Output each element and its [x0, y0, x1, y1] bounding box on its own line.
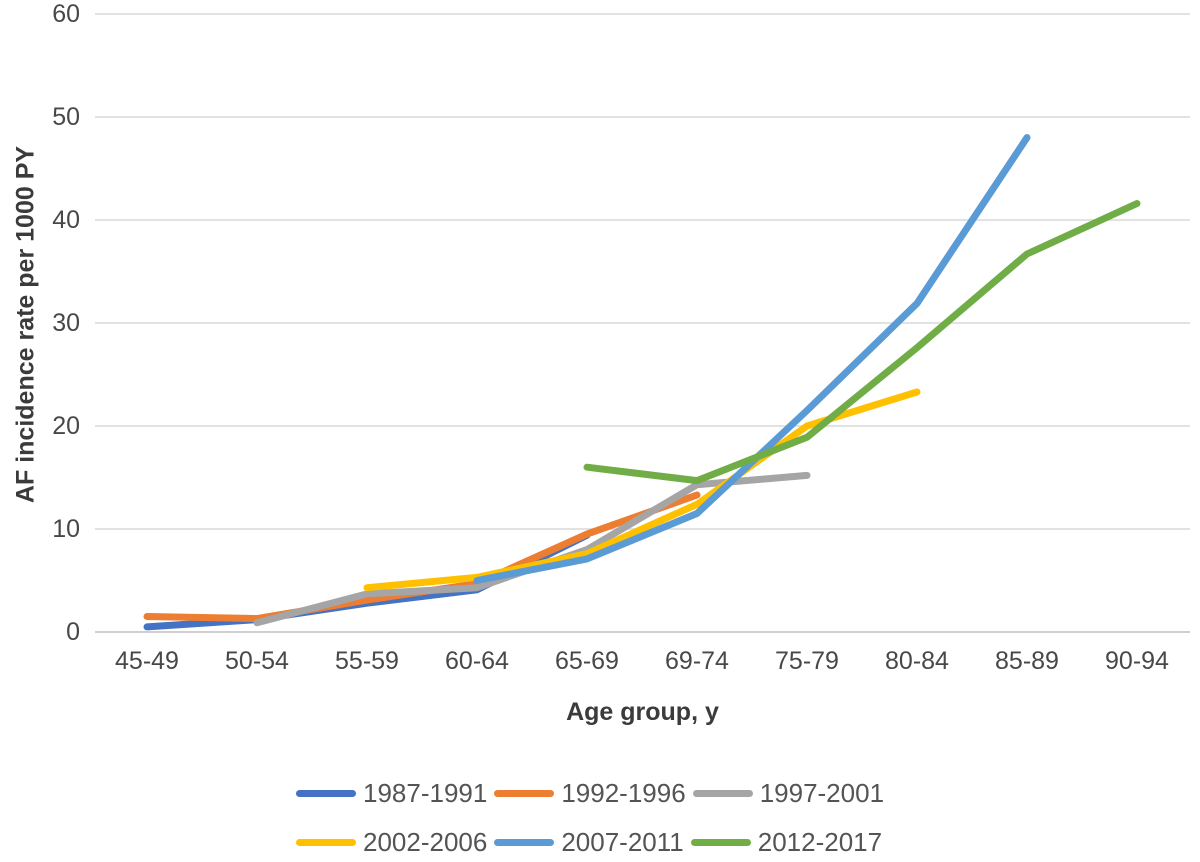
x-tick-label-85-89: 85-89	[995, 647, 1059, 675]
legend-label-2007-2011: 2007-2011	[561, 827, 684, 857]
legend-item-1987-1991: 1987-1991	[296, 778, 494, 809]
x-tick-label-65-69: 65-69	[555, 647, 619, 675]
legend-item-1997-2001: 1997-2001	[692, 778, 891, 809]
legend-label-1992-1996: 1992-1996	[561, 778, 686, 808]
legend-item-2002-2006: 2002-2006	[296, 827, 494, 858]
series-line-1997-2001	[253, 471, 811, 627]
y-axis-title: AF incidence rate per 1000 PY	[11, 145, 40, 504]
x-tick-label-55-59: 55-59	[335, 647, 399, 675]
series-line-1992-1996	[143, 491, 701, 623]
x-tick-label-45-49: 45-49	[115, 647, 179, 675]
legend-swatch-2002-2006	[296, 839, 356, 846]
series-line-2002-2006	[363, 388, 921, 592]
x-tick-label-80-84: 80-84	[885, 647, 949, 675]
legend-swatch-2007-2011	[494, 839, 555, 846]
series-line-2007-2011	[473, 134, 1031, 584]
legend-swatch-1987-1991	[296, 790, 356, 797]
y-tick-label-10: 10	[52, 515, 80, 543]
legend-swatch-2012-2017	[690, 839, 751, 846]
x-tick-label-69-74: 69-74	[665, 647, 729, 675]
legend-swatch-1992-1996	[494, 790, 555, 797]
legend-swatch-1997-2001	[692, 790, 753, 797]
y-tick-label-0: 0	[66, 618, 80, 646]
y-tick-label-20: 20	[52, 412, 80, 440]
x-tick-label-90-94: 90-94	[1105, 647, 1169, 675]
x-tick-label-50-54: 50-54	[225, 647, 289, 675]
legend-item-2007-2011: 2007-2011	[494, 827, 690, 858]
x-axis-title: Age group, y	[566, 698, 719, 726]
series-line-2012-2017	[583, 200, 1141, 485]
legend-item-2012-2017: 2012-2017	[690, 827, 889, 858]
y-tick-label-60: 60	[52, 0, 80, 28]
y-tick-label-50: 50	[52, 103, 80, 131]
x-tick-label-75-79: 75-79	[775, 647, 839, 675]
chart-legend: 1987-1991 1992-1996 1997-2001 2002-2006 2007…	[296, 775, 891, 862]
legend-label-2002-2006: 2002-2006	[363, 827, 488, 857]
x-tick-label-60-64: 60-64	[445, 647, 509, 675]
legend-label-1997-2001: 1997-2001	[759, 778, 885, 808]
legend-row-2: 2002-2006 2007-2011 2012-2017	[296, 824, 891, 861]
y-tick-label-30: 30	[52, 309, 80, 337]
plot-area	[95, 13, 1190, 633]
y-tick-label-40: 40	[52, 206, 80, 234]
legend-row-1: 1987-1991 1992-1996 1997-2001	[296, 775, 891, 812]
legend-item-1992-1996: 1992-1996	[494, 778, 692, 809]
legend-label-2012-2017: 2012-2017	[757, 827, 883, 857]
legend-label-1987-1991: 1987-1991	[363, 778, 488, 808]
series-line-1987-1991	[143, 531, 591, 631]
